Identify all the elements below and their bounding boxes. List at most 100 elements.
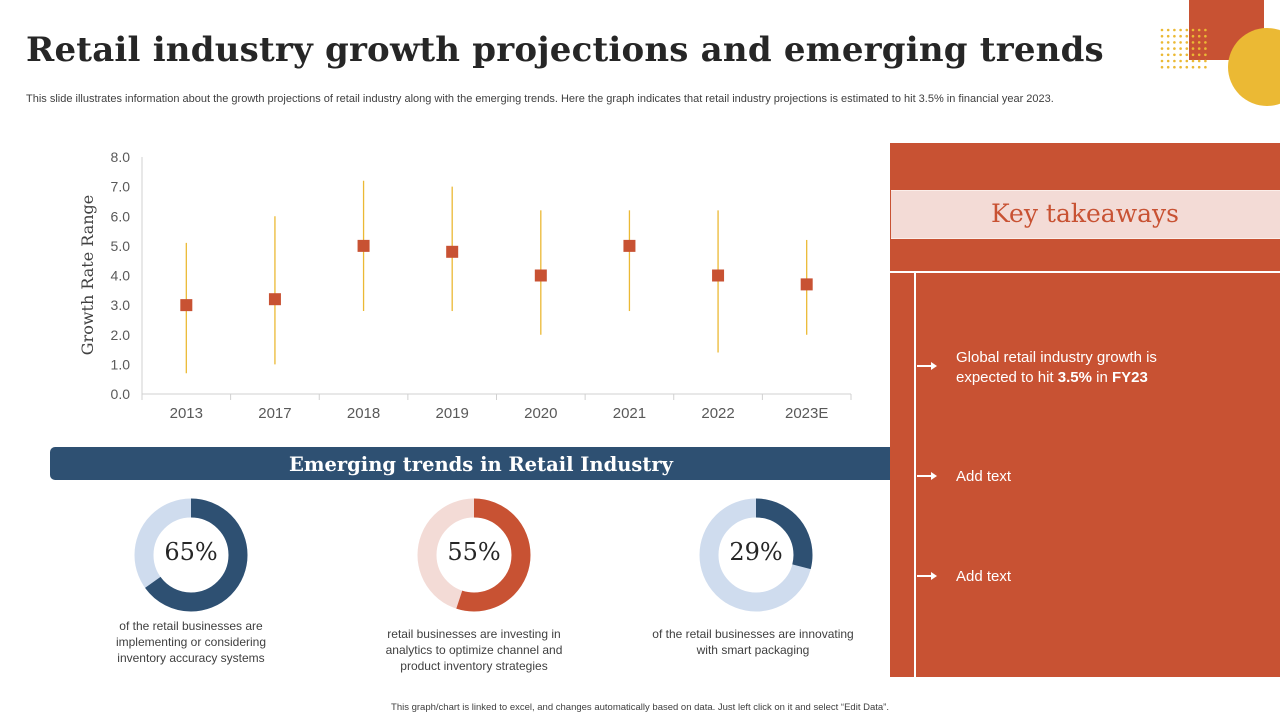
decoration-dot — [1173, 28, 1176, 32]
trends-band — [50, 447, 896, 480]
decoration-dot — [1160, 47, 1164, 50]
y-tick-label: 7.0 — [111, 179, 131, 195]
data-point — [534, 269, 547, 282]
decoration-dot — [1160, 34, 1164, 38]
y-tick-label: 2.0 — [111, 327, 131, 343]
takeaways-title: Key takeaways — [991, 199, 1179, 228]
decoration-dot — [1204, 28, 1207, 32]
takeaways-timeline — [914, 271, 916, 677]
decoration-dot — [1166, 34, 1170, 38]
decoration-dot — [1204, 34, 1207, 38]
takeaways-title-band — [891, 190, 1280, 239]
takeaway-item-1-period: FY23 — [1111, 369, 1148, 386]
donut-description-1: of the retail businesses are implementin… — [115, 619, 267, 665]
decoration-dot — [1197, 59, 1201, 63]
arrow-icon — [917, 472, 937, 480]
donut-chart-3 — [699, 498, 813, 612]
donut-percent-1: 65% — [164, 538, 218, 566]
data-point — [446, 245, 459, 258]
decoration-dot — [1160, 65, 1164, 69]
data-point — [800, 278, 813, 291]
decoration-dot — [1179, 34, 1182, 38]
decoration-dot — [1179, 28, 1182, 32]
trends-title: Emerging trends in Retail Industry — [288, 453, 674, 476]
decoration-dot — [1179, 65, 1182, 69]
decoration-dot — [1179, 47, 1182, 50]
donut-chart-1 — [134, 498, 248, 612]
decoration-dot — [1173, 34, 1176, 38]
donut-percent-2: 55% — [447, 538, 501, 566]
decoration-dot — [1191, 34, 1195, 38]
decoration-dot — [1173, 47, 1176, 50]
decoration-dot — [1166, 28, 1170, 32]
x-tick-label: 2020 — [524, 405, 557, 422]
decoration-dot — [1197, 41, 1201, 44]
takeaway-item-1: Global retail industry growth is expecte… — [956, 348, 1206, 388]
decoration-dot — [1191, 47, 1195, 50]
x-tick-label: 2022 — [701, 405, 734, 422]
footer-note: This graph/chart is linked to excel, and… — [391, 702, 889, 713]
y-tick-label: 8.0 — [111, 149, 131, 165]
dot-grid-decoration — [1160, 28, 1207, 69]
decoration-dot — [1197, 28, 1201, 32]
data-point — [180, 299, 193, 312]
decoration-dot — [1173, 65, 1176, 69]
decoration-dot — [1160, 28, 1164, 32]
decoration-dot — [1179, 59, 1182, 63]
decoration-dot — [1191, 53, 1195, 57]
page-subtitle: This slide illustrates information about… — [26, 93, 1054, 105]
data-point — [357, 239, 370, 252]
decoration-dot — [1173, 41, 1176, 44]
decoration-dot — [1166, 65, 1170, 69]
data-point — [712, 269, 725, 282]
decoration-dot — [1191, 41, 1195, 44]
y-tick-label: 5.0 — [111, 238, 131, 254]
x-tick-label: 2021 — [613, 405, 646, 422]
donut-description-2: retail businesses are investing in analy… — [385, 627, 563, 673]
decoration-dot — [1166, 59, 1170, 63]
y-tick-label: 3.0 — [111, 297, 131, 313]
takeaway-item-3: Add text — [956, 568, 1012, 585]
decoration-dot — [1197, 53, 1201, 57]
growth-rate-chart: 0.0 1.0 2.0 3.0 4.0 5.0 6.0 7.0 8.0 2013 2017 2018 2… — [78, 149, 852, 422]
decoration-dot — [1179, 53, 1182, 57]
donut-percent-3: 29% — [729, 538, 783, 566]
decoration-dot — [1191, 28, 1195, 32]
donut-chart-2 — [417, 498, 531, 612]
decoration-dot — [1173, 59, 1176, 63]
decoration-dot — [1185, 59, 1189, 63]
takeaway-item-1-text: Global retail industry growth is expecte… — [956, 349, 1157, 386]
decoration-dot — [1204, 59, 1207, 63]
y-tick-label: 6.0 — [111, 208, 131, 224]
decoration-dot — [1197, 34, 1201, 38]
takeaway-item-1-connector: in — [1091, 369, 1112, 386]
decoration-dot — [1160, 59, 1164, 63]
data-point — [268, 293, 281, 306]
y-tick-label: 0.0 — [111, 386, 131, 402]
decoration-dot — [1185, 65, 1189, 69]
y-axis-label: Growth Rate Range — [78, 195, 97, 355]
decoration-dot — [1197, 65, 1201, 69]
donut-value-arc — [417, 498, 531, 612]
decoration-dot — [1191, 65, 1195, 69]
takeaway-item-1-value: 3.5% — [1057, 369, 1092, 386]
arrow-icon — [917, 362, 937, 370]
arrow-icon — [917, 572, 937, 580]
x-tick-label: 2018 — [347, 405, 380, 422]
donut-value-arc — [134, 498, 248, 612]
decoration-dot — [1204, 53, 1207, 57]
decoration-dot — [1166, 53, 1170, 57]
decoration-dot — [1160, 53, 1164, 57]
x-tick-label: 2013 — [170, 405, 203, 422]
data-point — [623, 239, 636, 252]
decoration-dot — [1185, 34, 1189, 38]
donut-value-arc — [699, 498, 813, 612]
page-title: Retail industry growth projections and e… — [26, 30, 1104, 70]
decoration-dot — [1185, 47, 1189, 50]
decoration-dot — [1166, 47, 1170, 50]
decoration-dot — [1166, 41, 1170, 44]
decoration-dot — [1179, 41, 1182, 44]
decoration-dot — [1185, 53, 1189, 57]
decoration-dot — [1204, 65, 1207, 69]
x-tick-label: 2019 — [436, 405, 469, 422]
